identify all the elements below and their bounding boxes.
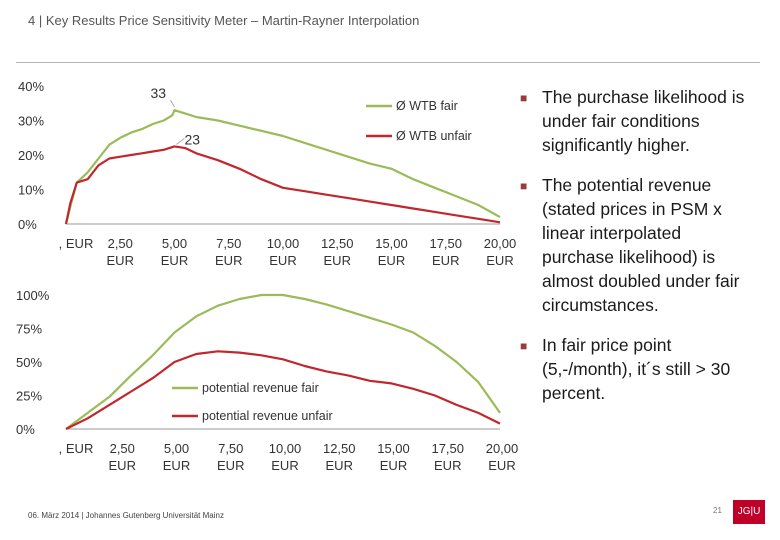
x-tick-label: 15,00 EUR xyxy=(375,236,408,268)
y-tick-label: 50% xyxy=(16,355,42,370)
x-tick-label: 7,50 EUR xyxy=(217,441,244,473)
y-tick-label: 25% xyxy=(16,389,42,404)
data-label: 33 xyxy=(151,85,167,101)
x-tick-label: 12,50 EUR xyxy=(323,441,356,473)
y-tick-label: 75% xyxy=(16,322,42,337)
series-line-unfair xyxy=(65,350,501,430)
y-tick-label: 40% xyxy=(18,79,44,94)
bullet-text: The purchase likelihood is under fair co… xyxy=(542,87,745,155)
series-line-fair xyxy=(64,109,501,225)
series-line-unfair xyxy=(64,145,501,225)
bullet-item: ■ The purchase likelihood is under fair c… xyxy=(520,85,750,157)
x-tick-label: 10,00 EUR xyxy=(269,441,302,473)
x-tick-label: 5,00 EUR xyxy=(161,236,188,268)
legend-label-unfair: potential revenue unfair xyxy=(202,409,333,423)
x-tick-label: 2,50 EUR xyxy=(107,236,134,268)
square-bullet-icon: ■ xyxy=(520,339,528,353)
legend-label-fair: potential revenue fair xyxy=(202,381,319,395)
title-divider xyxy=(16,62,760,63)
x-tick-label: 17,50 EUR xyxy=(429,236,462,268)
x-tick-label: 10,00 EUR xyxy=(267,236,300,268)
bullet-list: ■ The purchase likelihood is under fair c… xyxy=(520,85,750,421)
x-tick-label: 7,50 EUR xyxy=(215,236,242,268)
bullet-item: ■ In fair price point (5,-/month), it´s s… xyxy=(520,333,750,405)
bullet-text: In fair price point (5,-/month), it´s st… xyxy=(542,335,731,403)
slide-title: 4 | Key Results Price Sensitivity Meter … xyxy=(28,13,420,28)
legend-label-unfair: Ø WTB unfair xyxy=(396,129,472,143)
bullet-text: The potential revenue (stated prices in … xyxy=(542,175,740,315)
x-tick-label: 20,00 EUR xyxy=(486,441,519,473)
footer-text: 06. März 2014 | Johannes Gutenberg Unive… xyxy=(28,511,224,520)
x-tick-label: , EUR xyxy=(59,236,94,251)
purchase-likelihood-chart: 0% 10% 20% 30% 40% , EUR 2,50 EUR 5,00 EUR 7,50 EUR… xyxy=(18,79,517,268)
x-tick-label: 12,50 EUR xyxy=(321,236,354,268)
x-tick-label: 2,50 EUR xyxy=(109,441,136,473)
data-label: 23 xyxy=(185,131,201,147)
y-tick-label: 100% xyxy=(16,288,50,303)
potential-revenue-chart: 0% 25% 50% 75% 100% , EUR 2,50 EUR 5,00 EUR 7,50 EU… xyxy=(16,288,519,473)
square-bullet-icon: ■ xyxy=(520,91,528,105)
x-tick-label: , EUR xyxy=(59,441,94,456)
y-tick-label: 0% xyxy=(16,422,35,437)
square-bullet-icon: ■ xyxy=(520,179,528,193)
x-tick-label: 15,00 EUR xyxy=(377,441,410,473)
x-tick-label: 20,00 EUR xyxy=(484,236,517,268)
x-tick-label: 5,00 EUR xyxy=(163,441,190,473)
legend-label-fair: Ø WTB fair xyxy=(396,99,458,113)
y-tick-label: 20% xyxy=(18,148,44,163)
y-tick-label: 10% xyxy=(18,183,44,198)
y-tick-label: 0% xyxy=(18,217,37,232)
bullet-item: ■ The potential revenue (stated prices in… xyxy=(520,173,750,317)
series-line-fair xyxy=(65,293,501,430)
y-tick-label: 30% xyxy=(18,114,44,129)
annotation-leader xyxy=(176,137,185,145)
university-logo: JG|U xyxy=(733,500,765,524)
x-tick-label: 17,50 EUR xyxy=(431,441,464,473)
page-number: 21 xyxy=(713,506,722,515)
annotation-leader xyxy=(170,99,175,108)
